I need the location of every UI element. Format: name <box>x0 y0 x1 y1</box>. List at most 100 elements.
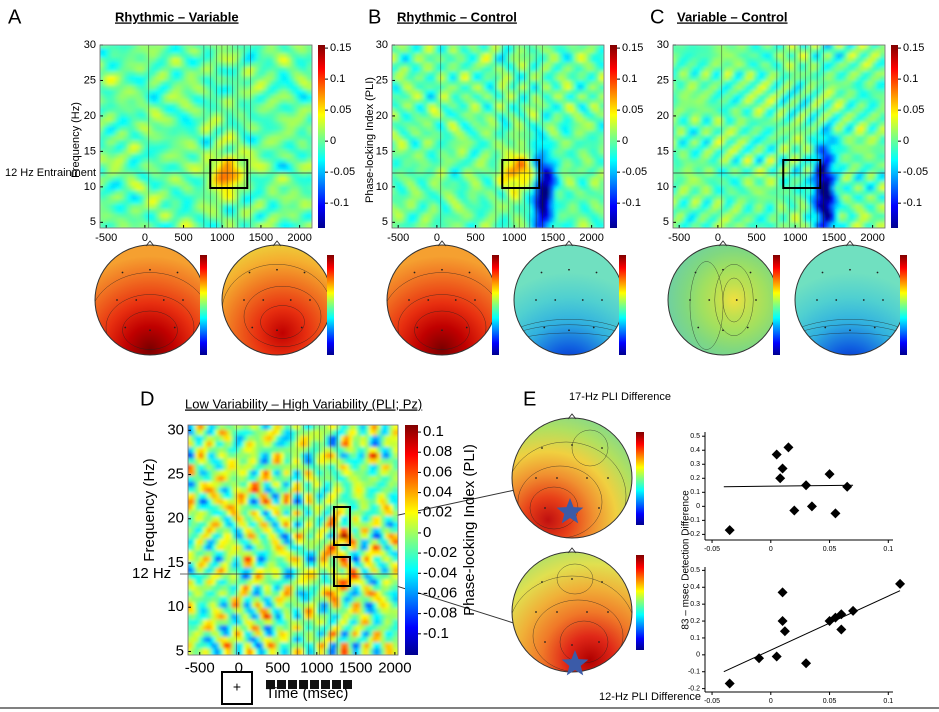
heatmap-cell <box>103 185 110 193</box>
heatmap-cell <box>258 53 265 60</box>
heatmap-cell <box>111 108 118 115</box>
heatmap-cell <box>533 85 540 92</box>
heatmap-cell <box>720 149 727 156</box>
heatmap-cell <box>513 199 520 207</box>
heatmap-cell <box>427 85 434 92</box>
heatmap-cell <box>529 89 536 97</box>
heatmap-cell <box>692 153 699 161</box>
heatmap-cell <box>221 217 228 225</box>
heatmap-cell <box>119 167 126 175</box>
contour <box>414 310 470 350</box>
heatmap-cell <box>537 204 544 211</box>
heatmap-cell <box>156 222 163 228</box>
heatmap-cell <box>241 190 248 197</box>
heatmap-cell <box>680 208 687 216</box>
heatmap-cell <box>566 94 573 101</box>
heatmap-cell <box>716 135 723 143</box>
heatmap-cell <box>423 185 430 193</box>
heatmap-cell <box>290 181 297 188</box>
heatmap-cell <box>505 53 512 60</box>
heatmap-cell <box>431 172 438 179</box>
panel-letter: B <box>368 6 381 28</box>
heatmap-cell <box>448 167 455 175</box>
heatmap-cell <box>266 57 273 65</box>
heatmap-cell <box>266 158 273 165</box>
heatmap-cell <box>147 94 154 101</box>
heatmap-cell <box>180 121 187 129</box>
heatmap-cell <box>392 53 398 60</box>
heatmap-cell <box>716 103 723 111</box>
heatmap-cell <box>302 80 309 88</box>
heatmap-cell <box>266 167 273 175</box>
heatmap-cell <box>452 176 459 184</box>
heatmap-cell <box>712 53 719 60</box>
heatmap-cell <box>184 217 191 225</box>
heatmap-cell <box>570 144 577 152</box>
heatmap-cell <box>156 140 163 147</box>
heatmap-cell <box>111 140 118 147</box>
heatmap-cell <box>696 149 703 156</box>
heatmap-cell <box>258 76 265 83</box>
heatmap-cell <box>566 117 573 124</box>
heatmap-cell <box>460 190 467 197</box>
heatmap-cell <box>111 80 118 88</box>
heatmap-cell <box>676 144 683 152</box>
heatmap-cell <box>176 153 183 161</box>
heatmap-cell <box>152 213 159 220</box>
heatmap-cell <box>395 126 402 133</box>
heatmap-cell <box>484 162 491 170</box>
heatmap-cell <box>696 89 703 97</box>
heatmap-cell <box>213 103 220 111</box>
heatmap-cell <box>488 85 495 92</box>
heatmap-cell <box>213 62 220 69</box>
heatmap-cell <box>725 76 732 83</box>
heatmap-cell <box>464 135 471 143</box>
heatmap-cell <box>119 140 126 147</box>
heatmap-cell <box>423 144 430 152</box>
heatmap-cell <box>692 126 699 133</box>
heatmap-cell <box>233 126 240 133</box>
heatmap-cell <box>294 208 301 216</box>
heatmap-cell <box>221 71 228 79</box>
heatmap-cell <box>233 53 240 60</box>
heatmap-cell <box>111 121 118 129</box>
heatmap-cell <box>525 140 532 147</box>
heatmap-cell <box>407 71 414 79</box>
heatmap-cell <box>278 222 285 228</box>
heatmap-cell <box>550 103 557 111</box>
heatmap-cell <box>419 185 426 193</box>
heatmap-cell <box>415 130 422 138</box>
heatmap-cell <box>554 162 561 170</box>
heatmap-cell <box>720 181 727 188</box>
heatmap-cell <box>127 158 134 165</box>
electrode <box>427 299 430 301</box>
heatmap-cell <box>533 108 540 115</box>
heatmap-cell <box>123 108 130 115</box>
heatmap-cell <box>700 213 707 220</box>
heatmap-cell <box>266 48 273 56</box>
heatmap-cell <box>692 98 699 106</box>
heatmap-cell <box>550 158 557 165</box>
heatmap-cell <box>286 167 293 175</box>
heatmap-cell <box>395 172 402 179</box>
heatmap-cell <box>127 204 134 211</box>
heatmap-cell <box>554 135 561 143</box>
heatmap-cell <box>123 98 130 106</box>
heatmap-cell <box>160 167 167 175</box>
heatmap-cell <box>262 185 269 193</box>
x-tick-label: 1000 <box>502 232 526 244</box>
heatmap-cell <box>306 208 312 216</box>
heatmap-cell <box>411 130 418 138</box>
heatmap-cell <box>395 144 402 152</box>
heatmap-cell <box>590 149 597 156</box>
heatmap-cell <box>115 204 122 211</box>
heatmap-cell <box>480 185 487 193</box>
heatmap-cell <box>431 204 438 211</box>
heatmap-cell <box>205 130 212 138</box>
heatmap-cell <box>403 103 410 111</box>
heatmap-cell <box>439 76 446 83</box>
heatmap-cell <box>460 53 467 60</box>
heatmap-cell <box>673 71 679 79</box>
heatmap-cell <box>245 222 252 228</box>
heatmap-cell <box>435 117 442 124</box>
